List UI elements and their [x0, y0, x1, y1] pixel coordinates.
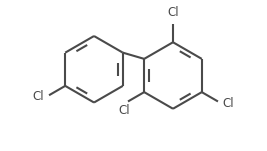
Text: Cl: Cl: [119, 104, 130, 117]
Text: Cl: Cl: [223, 96, 234, 109]
Text: Cl: Cl: [33, 90, 44, 103]
Text: Cl: Cl: [167, 6, 179, 19]
